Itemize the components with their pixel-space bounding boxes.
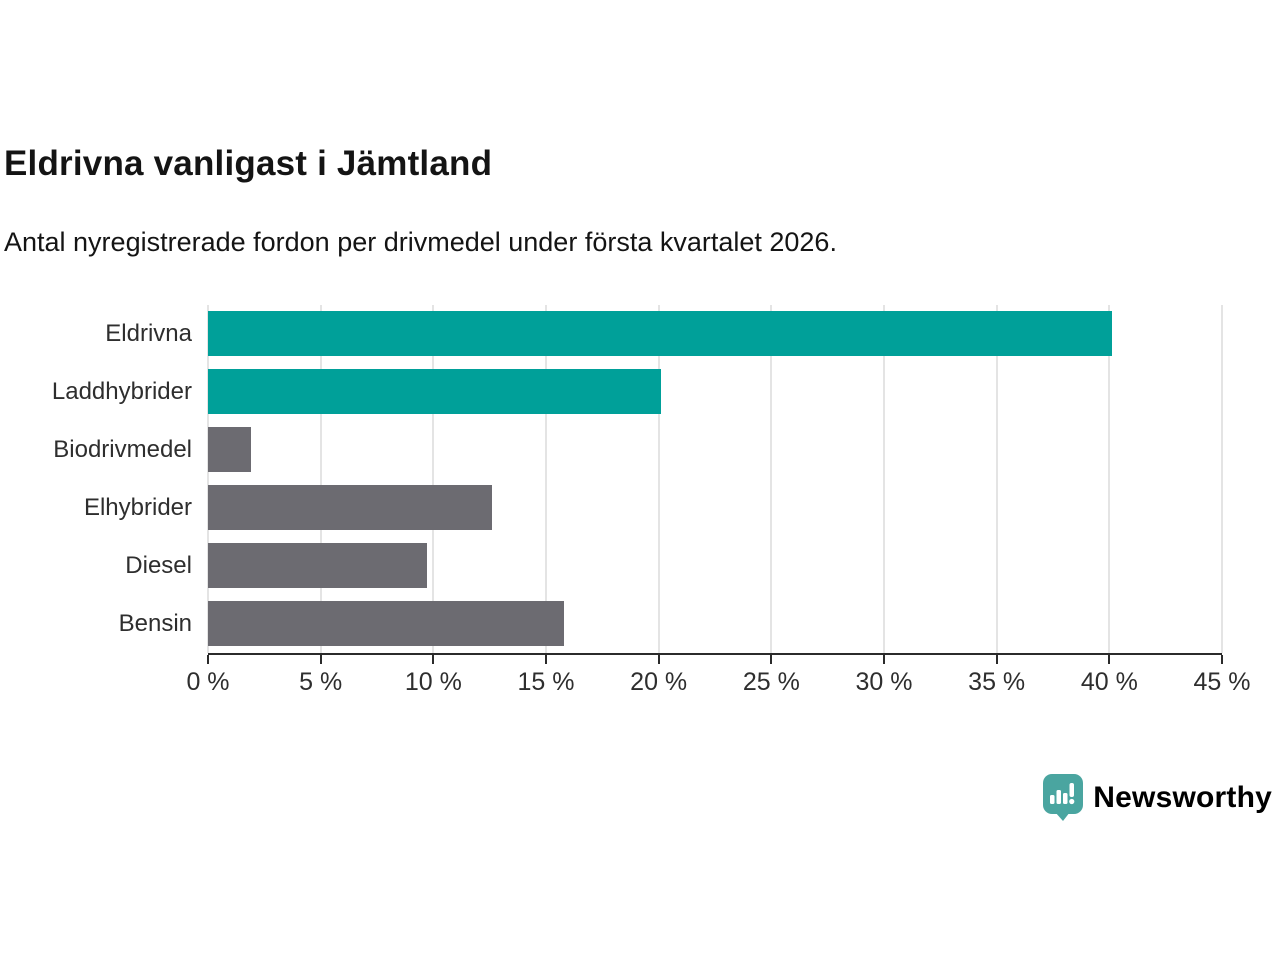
bar-chart-plot-area — [207, 305, 1223, 655]
gridline-15pct — [545, 305, 547, 653]
gridline-35pct — [995, 305, 998, 653]
x-tick-label-20pct: 20 % — [630, 668, 688, 696]
gridline-0pct — [207, 305, 209, 653]
x-tick-label-45pct: 45 % — [1193, 668, 1251, 696]
bar-laddhybrider — [208, 369, 661, 414]
gridline-45pct — [1221, 305, 1223, 653]
x-tick-label-15pct: 15 % — [517, 668, 575, 696]
chart-title: Eldrivna vanligast i Jämtland — [4, 144, 493, 183]
x-axis: 0 % 5 % 10 % 15 % 20 % 25 % 30 % 35 % 40 % 45 % — [186, 655, 1250, 705]
bar-elhybrider — [208, 485, 492, 530]
gridline-25pct — [770, 305, 773, 653]
x-tick-10pct — [432, 655, 435, 664]
category-label-eldrivna: Eldrivna — [105, 320, 192, 347]
category-label-elhybrider: Elhybrider — [83, 494, 192, 521]
x-tick-label-10pct: 10 % — [404, 668, 462, 696]
x-tick-30pct — [883, 655, 885, 664]
newsworthy-logo-icon — [1043, 774, 1084, 821]
newsworthy-logo: Newsworthy — [1043, 774, 1272, 821]
x-tick-label-5pct: 5 % — [299, 668, 343, 696]
x-tick-35pct — [995, 655, 998, 664]
x-tick-label-40pct: 40 % — [1080, 668, 1138, 696]
x-tick-20pct — [657, 655, 660, 664]
x-tick-label-0pct: 0 % — [186, 668, 230, 696]
x-tick-label-30pct: 30 % — [855, 668, 913, 696]
gridline-5pct — [319, 305, 322, 653]
category-label-laddhybrider: Laddhybrider — [51, 378, 192, 405]
x-tick-25pct — [770, 655, 773, 664]
gridline-20pct — [657, 305, 660, 653]
y-axis-category-labels: Eldrivna Laddhybrider Biodrivmedel Elhybrid… — [0, 305, 192, 653]
gridline-30pct — [883, 305, 885, 653]
x-tick-label-35pct: 35 % — [968, 668, 1026, 696]
bar-diesel — [208, 543, 427, 588]
bar-eldrivna — [208, 311, 1112, 356]
gridline-10pct — [432, 305, 435, 653]
chart-subtitle: Antal nyregistrerade fordon per drivmede… — [4, 227, 837, 257]
newsworthy-logo-text: Newsworthy — [1093, 780, 1272, 814]
bar-bensin — [208, 601, 565, 646]
category-label-bensin: Bensin — [118, 610, 192, 637]
x-tick-45pct — [1221, 655, 1223, 664]
category-label-diesel: Diesel — [125, 552, 192, 579]
gridline-40pct — [1108, 305, 1111, 653]
category-label-biodrivmedel: Biodrivmedel — [53, 436, 192, 463]
x-tick-15pct — [545, 655, 547, 664]
x-tick-40pct — [1108, 655, 1111, 664]
x-tick-label-25pct: 25 % — [742, 668, 800, 696]
bar-biodrivmedel — [208, 427, 251, 472]
x-tick-5pct — [319, 655, 322, 664]
x-tick-0pct — [207, 655, 209, 664]
